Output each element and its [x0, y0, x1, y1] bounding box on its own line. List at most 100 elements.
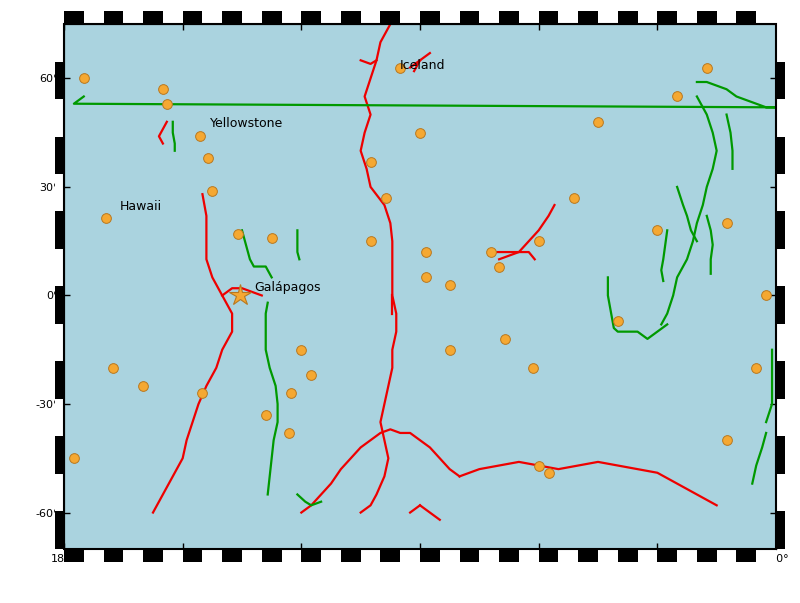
Bar [519, 549, 538, 562]
Bar [55, 286, 64, 324]
Bar [103, 549, 123, 562]
Bar [737, 11, 756, 24]
Bar [143, 549, 163, 562]
Bar [776, 437, 785, 474]
Bar [756, 11, 776, 24]
Bar [776, 136, 785, 174]
Bar [677, 11, 697, 24]
Bar [776, 324, 785, 361]
Bar [242, 11, 262, 24]
Bar [64, 11, 84, 24]
Bar [143, 11, 163, 24]
Bar [341, 11, 361, 24]
Bar [440, 11, 459, 24]
Bar [776, 286, 785, 324]
Bar [479, 549, 499, 562]
Bar [499, 11, 519, 24]
Text: Yellowstone: Yellowstone [210, 117, 284, 130]
Bar [202, 11, 222, 24]
Bar [163, 11, 182, 24]
Bar [55, 361, 64, 399]
Bar [519, 11, 538, 24]
Bar [302, 549, 321, 562]
Bar [321, 11, 341, 24]
Bar [84, 549, 103, 562]
Bar [381, 11, 400, 24]
Bar [638, 549, 658, 562]
Bar [420, 11, 440, 24]
Bar [499, 549, 519, 562]
Bar [55, 249, 64, 286]
Bar [182, 549, 202, 562]
Bar [123, 549, 143, 562]
Bar [558, 549, 578, 562]
Bar [598, 549, 618, 562]
Bar [578, 11, 598, 24]
Bar [420, 549, 440, 562]
Bar [123, 11, 143, 24]
Bar [103, 11, 123, 24]
Bar [578, 549, 598, 562]
Bar [717, 11, 737, 24]
Bar [55, 136, 64, 174]
Bar [361, 549, 381, 562]
Bar [776, 24, 785, 62]
Bar [638, 11, 658, 24]
Bar [756, 549, 776, 562]
Bar [55, 24, 64, 62]
Bar [222, 549, 242, 562]
Bar [381, 549, 400, 562]
Bar [182, 11, 202, 24]
Bar [400, 549, 420, 562]
Bar [262, 549, 282, 562]
Bar [658, 549, 677, 562]
Bar [361, 11, 381, 24]
Bar [776, 361, 785, 399]
Bar [598, 11, 618, 24]
Bar [242, 549, 262, 562]
Bar [776, 511, 785, 549]
Bar [55, 174, 64, 212]
Bar [776, 212, 785, 249]
Text: Hawaii: Hawaii [119, 200, 162, 213]
Bar [64, 549, 84, 562]
Bar [163, 549, 182, 562]
Bar [618, 11, 638, 24]
Bar [776, 62, 785, 99]
Bar [658, 11, 677, 24]
Bar [697, 11, 717, 24]
Bar [55, 212, 64, 249]
Bar [282, 11, 302, 24]
Bar [282, 549, 302, 562]
Bar [776, 474, 785, 511]
Bar [55, 62, 64, 99]
Bar [776, 99, 785, 136]
Bar [341, 549, 361, 562]
Bar [55, 474, 64, 511]
Bar [538, 11, 558, 24]
Bar [55, 99, 64, 136]
Bar [459, 549, 479, 562]
Bar [202, 549, 222, 562]
Bar [302, 11, 321, 24]
Bar [618, 549, 638, 562]
Bar [321, 549, 341, 562]
Bar [677, 549, 697, 562]
Bar [776, 174, 785, 212]
Text: Galápagos: Galápagos [254, 281, 320, 294]
Bar [558, 11, 578, 24]
Bar [479, 11, 499, 24]
Bar [697, 549, 717, 562]
Bar [55, 511, 64, 549]
Bar [400, 11, 420, 24]
Bar [262, 11, 282, 24]
Bar [55, 324, 64, 361]
Bar [737, 549, 756, 562]
Bar [717, 549, 737, 562]
Bar [538, 549, 558, 562]
Bar [440, 549, 459, 562]
Text: Iceland: Iceland [400, 59, 446, 72]
Bar [55, 399, 64, 437]
Bar [459, 11, 479, 24]
Bar [84, 11, 103, 24]
